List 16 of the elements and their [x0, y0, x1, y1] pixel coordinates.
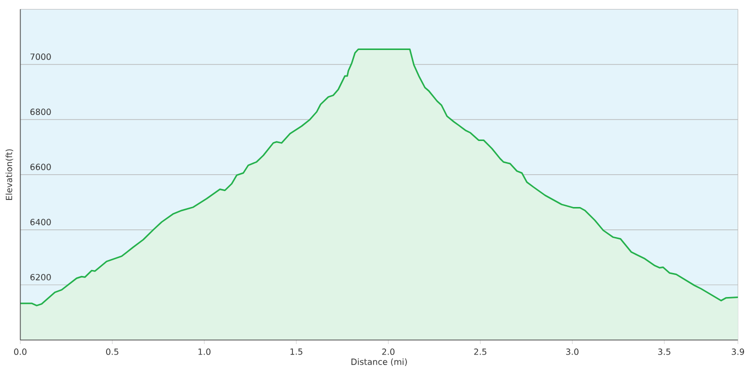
- x-tick-label: 0.0: [14, 348, 26, 355]
- x-tick-label: 1.5: [290, 348, 302, 355]
- y-tick-label: 6800: [30, 108, 51, 116]
- y-axis-title: Elevation(ft): [6, 149, 14, 200]
- x-axis-title: Distance (mi): [351, 358, 407, 366]
- x-tick-label: 3.0: [566, 348, 578, 355]
- x-tick-label: 2.5: [474, 348, 486, 355]
- x-tick-label: 2.0: [382, 348, 394, 355]
- y-tick-label: 6600: [30, 164, 51, 170]
- x-tick-label: 1.0: [198, 348, 210, 355]
- y-tick-label: 6400: [30, 218, 51, 226]
- x-tick-label: 3.9: [732, 348, 744, 355]
- x-tick-label: 0.5: [106, 348, 118, 355]
- x-tick-label: 3.5: [658, 348, 670, 355]
- y-tick-label: 7000: [30, 53, 51, 60]
- y-tick-label: 6200: [30, 274, 51, 280]
